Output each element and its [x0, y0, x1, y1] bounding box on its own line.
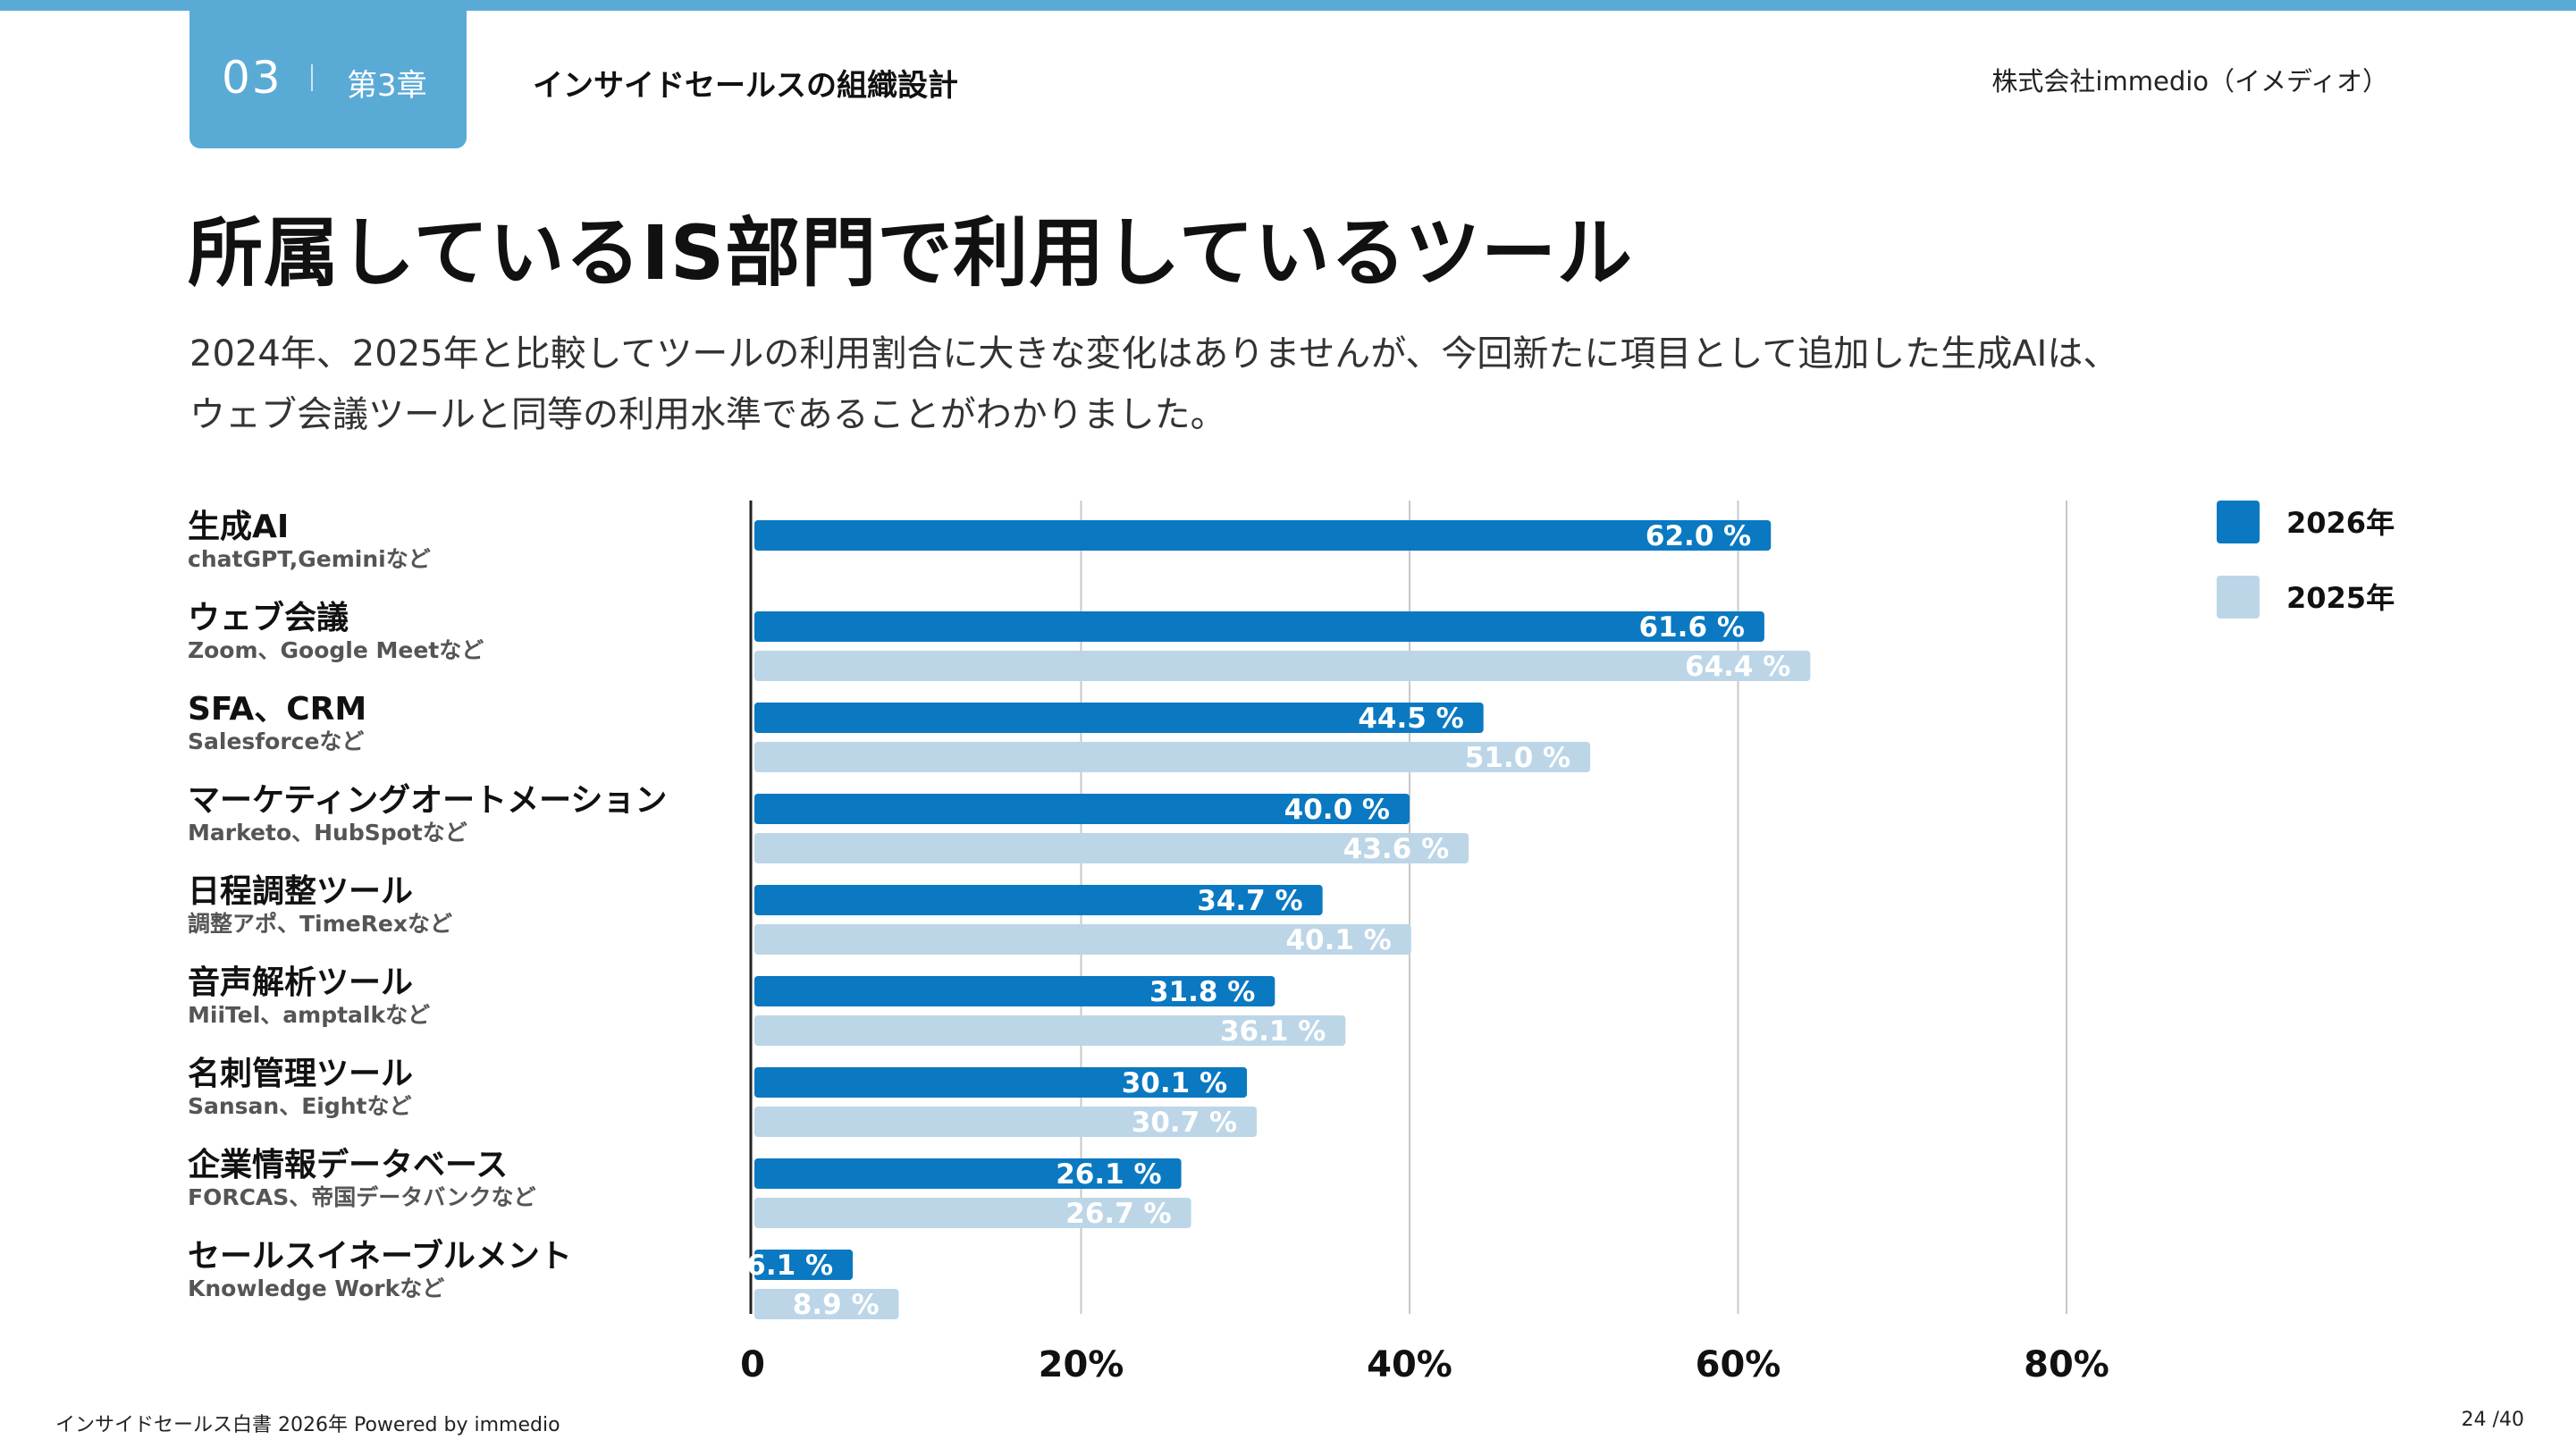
- bar-2025: [754, 1015, 1346, 1046]
- section-title: インサイドセールスの組織設計: [533, 68, 958, 104]
- category-sublabel: MiiTel、amptalkなど: [188, 1002, 431, 1028]
- legend-label: 2025年: [2286, 581, 2395, 615]
- category-label: マーケティングオートメーション: [188, 782, 668, 819]
- description: 2024年、2025年と比較してツールの利用割合に大きな変化はありませんが、今回…: [189, 324, 2118, 445]
- bar-2025: [754, 924, 1411, 955]
- bar-value-label: 44.5 %: [1358, 703, 1463, 735]
- description-line-2: ウェブ会議ツールと同等の利用水準であることがわかりました。: [189, 394, 1226, 435]
- bar-value-label: 40.1 %: [1285, 924, 1391, 956]
- bar-2025: [754, 833, 1469, 863]
- category-sublabel: Marketo、HubSpotなど: [188, 820, 467, 846]
- bar-2025: [754, 1289, 899, 1319]
- bar-value-label: 43.6 %: [1343, 833, 1449, 865]
- category-sublabel: FORCAS、帝国データバンクなど: [188, 1184, 536, 1210]
- bar-2026: [754, 885, 1323, 915]
- chapter-number: 03: [222, 52, 282, 104]
- bar-2026: [754, 794, 1410, 824]
- description-line-1: 2024年、2025年と比較してツールの利用割合に大きな変化はありませんが、今回…: [189, 333, 2119, 375]
- bar-2025: [754, 1107, 1258, 1137]
- x-tick-label: 0: [740, 1344, 765, 1385]
- category-sublabel: Knowledge Workなど: [188, 1275, 445, 1301]
- bar-value-label: 6.1 %: [746, 1250, 833, 1282]
- chapter-label: 第3章: [347, 68, 427, 104]
- category-sublabel: Zoom、Google Meetなど: [188, 637, 484, 663]
- bar-value-label: 26.1 %: [1056, 1158, 1161, 1191]
- legend-label: 2026年: [2286, 506, 2395, 540]
- footer-credit: インサイドセールス白書 2026年 Powered by immedio: [55, 1414, 560, 1436]
- bar-2026: [754, 703, 1484, 733]
- category-label: ウェブ会議: [188, 600, 349, 636]
- category-sublabel: chatGPT,Geminiなど: [188, 546, 431, 572]
- page-title: 所属しているIS部門で利用しているツール: [188, 209, 1634, 297]
- legend-swatch-2025: [2217, 576, 2260, 619]
- bar-2025: [754, 651, 1811, 681]
- bar-2026: [754, 611, 1764, 642]
- category-label: セールスイネーブルメント: [188, 1238, 572, 1275]
- chapter-tab: 03 第3章: [189, 0, 467, 148]
- bar-value-label: 8.9 %: [793, 1289, 880, 1321]
- category-label: 企業情報データベース: [188, 1147, 509, 1183]
- bar-2026: [754, 976, 1275, 1006]
- bar-value-label: 31.8 %: [1149, 976, 1255, 1008]
- bar-value-label: 36.1 %: [1220, 1015, 1326, 1048]
- bar-2025: [754, 742, 1591, 772]
- category-label: SFA、CRM: [188, 691, 367, 728]
- chapter-divider: [311, 64, 313, 91]
- bar-value-label: 30.1 %: [1122, 1067, 1227, 1099]
- category-label: 音声解析ツール: [188, 964, 414, 1001]
- bar-2026: [754, 520, 1772, 551]
- top-accent-bar: [0, 0, 2576, 11]
- bar-2026: [754, 1158, 1182, 1189]
- bar-value-label: 61.6 %: [1639, 611, 1745, 644]
- bar-value-label: 64.4 %: [1685, 651, 1790, 683]
- company-name: 株式会社immedio（イメディオ）: [1991, 66, 2388, 97]
- x-tick-label: 80%: [2024, 1344, 2109, 1385]
- x-tick-label: 20%: [1039, 1344, 1124, 1385]
- bar-value-label: 40.0 %: [1284, 794, 1390, 826]
- bar-2026: [754, 1067, 1248, 1098]
- bar-value-label: 26.7 %: [1065, 1198, 1171, 1230]
- category-label: 名刺管理ツール: [188, 1056, 414, 1092]
- x-tick-label: 60%: [1696, 1344, 1781, 1385]
- bar-value-label: 30.7 %: [1132, 1107, 1237, 1139]
- bar-2025: [754, 1198, 1191, 1228]
- bar-2026: [754, 1250, 854, 1280]
- x-tick-label: 40%: [1367, 1344, 1452, 1385]
- category-label: 生成AI: [188, 509, 290, 545]
- category-sublabel: Salesforceなど: [188, 728, 365, 754]
- category-label: 日程調整ツール: [188, 873, 414, 910]
- category-sublabel: Sansan、Eightなど: [188, 1093, 412, 1119]
- bar-value-label: 51.0 %: [1465, 742, 1570, 774]
- page-number: 24 /40: [2461, 1409, 2524, 1431]
- bar-value-label: 34.7 %: [1197, 885, 1302, 917]
- bar-value-label: 62.0 %: [1646, 520, 1751, 552]
- category-sublabel: 調整アポ、TimeRexなど: [188, 911, 452, 937]
- legend-swatch-2026: [2217, 501, 2260, 543]
